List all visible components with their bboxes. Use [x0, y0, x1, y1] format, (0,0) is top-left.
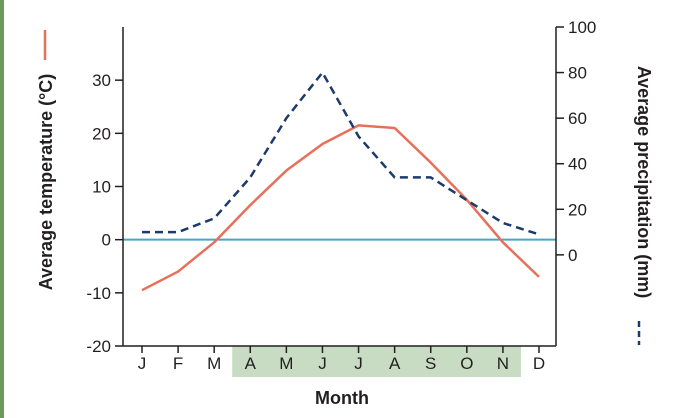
right-tick-label: 60 [568, 109, 587, 128]
x-tick-label: F [173, 354, 183, 373]
right-tick-label: 20 [568, 200, 587, 219]
month-highlight-band [232, 346, 521, 377]
left-tick-label: 20 [92, 124, 111, 143]
series-temperature-line [141, 124, 540, 292]
right-axis-title: Average precipitation (mm) [634, 66, 654, 298]
x-tick-label: M [207, 354, 221, 373]
right-tick-label: 100 [568, 18, 596, 37]
x-tick-label: J [318, 354, 327, 373]
right-tick-label: 40 [568, 155, 587, 174]
left-edge-strip [0, 0, 4, 418]
x-tick-label: J [138, 354, 147, 373]
left-tick-label: 10 [92, 178, 111, 197]
x-tick-label: S [425, 354, 436, 373]
x-tick-label: M [279, 354, 293, 373]
right-axis-ticks: 0 20 40 60 80 100 [556, 18, 596, 265]
x-tick-label: A [245, 354, 257, 373]
x-tick-label: D [533, 354, 545, 373]
left-axis-title: Average temperature (°C) [36, 74, 56, 291]
left-axis-ticks: -20 -10 0 10 20 30 [86, 71, 123, 356]
left-tick-label: -10 [86, 284, 111, 303]
x-tick-label: J [354, 354, 363, 373]
right-tick-label: 0 [568, 246, 577, 265]
left-tick-label: 30 [92, 71, 111, 90]
x-axis-title: Month [315, 388, 369, 408]
series-precipitation-line [142, 71, 540, 236]
left-tick-label: 0 [102, 231, 111, 250]
x-tick-label: A [389, 354, 401, 373]
x-tick-label: O [460, 354, 473, 373]
x-tick-label: N [497, 354, 509, 373]
right-tick-label: 80 [568, 64, 587, 83]
left-tick-label: -20 [86, 337, 111, 356]
